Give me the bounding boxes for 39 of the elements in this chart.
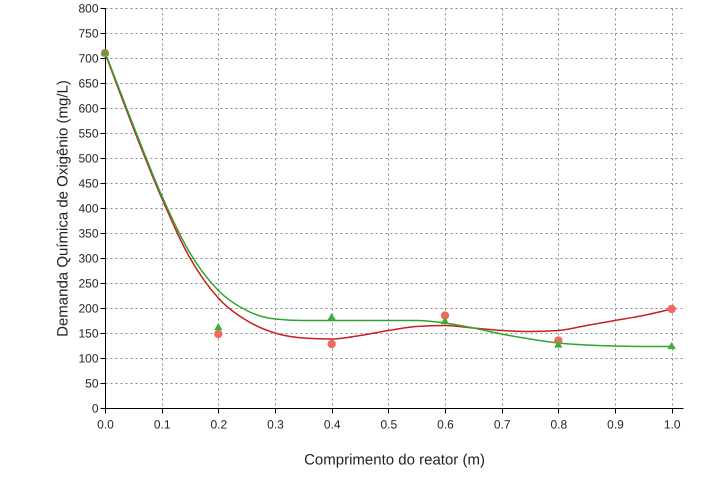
y-tick-label: 300 xyxy=(78,252,99,266)
y-tick-label: 100 xyxy=(78,352,99,366)
point xyxy=(440,311,450,320)
x-tick-label: 0.9 xyxy=(607,418,624,432)
x-tick-label: 0.4 xyxy=(324,418,341,432)
y-tick-label: 600 xyxy=(78,102,99,116)
y-tick-label: 350 xyxy=(78,226,99,240)
y-tick-label: 650 xyxy=(78,76,99,90)
y-axis-title: Demanda Química de Oxigênio (mg/L) xyxy=(54,80,72,337)
x-tick-label: 0.3 xyxy=(267,418,284,432)
y-tick-label: 0 xyxy=(92,402,99,416)
point xyxy=(440,316,450,324)
point xyxy=(327,340,336,348)
x-tick-label: 0.2 xyxy=(210,418,228,432)
y-tick-label: 400 xyxy=(78,202,99,216)
point xyxy=(667,304,676,314)
y-tick-label: 750 xyxy=(78,26,99,40)
y-tick-label: 500 xyxy=(78,152,99,166)
y-tick-label: 200 xyxy=(78,302,99,316)
x-tick-label: 0.8 xyxy=(550,418,568,432)
y-tick-label: 800 xyxy=(78,2,99,16)
y-tick-label: 700 xyxy=(78,52,99,66)
point xyxy=(327,312,336,320)
x-tick-label: 0.7 xyxy=(494,418,511,432)
x-tick-label: 0.6 xyxy=(437,418,454,432)
x-tick-label: 0.0 xyxy=(97,418,114,432)
y-tick-label: 450 xyxy=(78,176,99,190)
point xyxy=(214,322,223,330)
point xyxy=(214,330,223,338)
x-axis-title: Comprimento do reator (m) xyxy=(304,452,485,468)
point xyxy=(667,342,676,350)
x-tick-label: 0.5 xyxy=(380,418,398,432)
x-tick-label: 0.1 xyxy=(154,418,171,432)
y-tick-label: 50 xyxy=(85,376,99,390)
point xyxy=(554,340,563,348)
x-tick-label: 1.0 xyxy=(664,418,681,432)
y-tick-label: 550 xyxy=(78,126,99,140)
y-tick-label: 150 xyxy=(78,326,99,340)
y-tick-label: 250 xyxy=(78,276,99,290)
